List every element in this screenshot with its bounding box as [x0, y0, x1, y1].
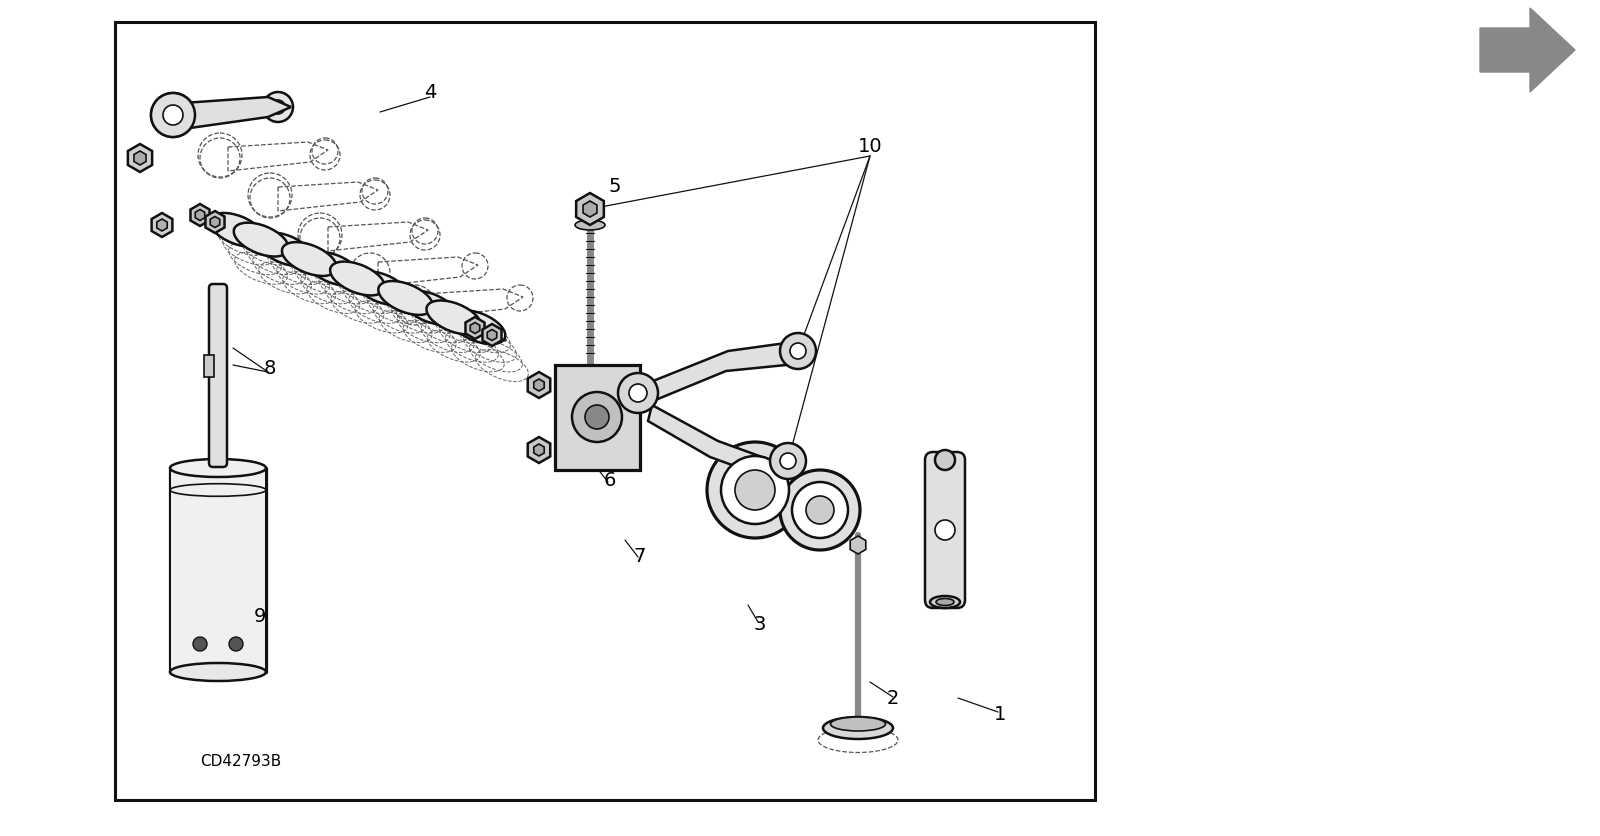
Ellipse shape [822, 717, 893, 739]
Circle shape [806, 496, 834, 524]
Circle shape [781, 333, 816, 369]
Circle shape [781, 453, 797, 469]
Ellipse shape [210, 213, 264, 247]
Ellipse shape [451, 310, 506, 344]
Polygon shape [582, 201, 597, 217]
Text: 8: 8 [264, 359, 277, 378]
Circle shape [734, 470, 774, 510]
Circle shape [781, 470, 861, 550]
Ellipse shape [354, 272, 410, 305]
Circle shape [790, 343, 806, 359]
Ellipse shape [427, 300, 482, 334]
Ellipse shape [830, 717, 885, 731]
Polygon shape [210, 217, 219, 227]
Ellipse shape [282, 242, 336, 276]
Circle shape [150, 93, 195, 137]
Text: 9: 9 [254, 608, 266, 626]
Polygon shape [182, 97, 291, 129]
Circle shape [934, 450, 955, 470]
Bar [205, 355, 214, 377]
Circle shape [262, 92, 293, 122]
FancyBboxPatch shape [210, 284, 227, 467]
Polygon shape [157, 219, 166, 231]
Polygon shape [648, 405, 794, 478]
Polygon shape [653, 343, 798, 401]
Polygon shape [483, 324, 501, 346]
Text: 6: 6 [603, 471, 616, 490]
Ellipse shape [574, 220, 605, 230]
Polygon shape [1480, 8, 1574, 92]
Text: 5: 5 [608, 177, 621, 196]
Text: 4: 4 [424, 84, 437, 103]
Ellipse shape [330, 262, 386, 295]
Text: 3: 3 [754, 614, 766, 634]
Ellipse shape [170, 459, 266, 477]
Polygon shape [528, 372, 550, 398]
Ellipse shape [402, 291, 458, 324]
Text: 1: 1 [994, 705, 1006, 723]
Polygon shape [488, 329, 496, 340]
Polygon shape [152, 213, 173, 237]
Circle shape [792, 482, 848, 538]
Circle shape [722, 456, 789, 524]
Circle shape [618, 373, 658, 413]
Circle shape [934, 520, 955, 540]
Bar [115, 22, 1094, 800]
Polygon shape [128, 144, 152, 172]
Ellipse shape [936, 599, 954, 605]
Ellipse shape [170, 663, 266, 681]
Polygon shape [466, 317, 485, 339]
Polygon shape [195, 210, 205, 221]
Circle shape [629, 384, 646, 402]
Circle shape [194, 637, 206, 651]
Circle shape [229, 637, 243, 651]
Circle shape [163, 105, 182, 125]
Circle shape [573, 392, 622, 442]
Circle shape [770, 443, 806, 479]
Polygon shape [850, 536, 866, 554]
Polygon shape [205, 211, 224, 233]
Ellipse shape [234, 222, 288, 257]
FancyBboxPatch shape [925, 452, 965, 608]
Polygon shape [134, 151, 146, 165]
Ellipse shape [306, 252, 362, 286]
Ellipse shape [378, 281, 434, 315]
Polygon shape [576, 193, 603, 225]
Circle shape [707, 442, 803, 538]
Bar [171, 468, 266, 672]
Polygon shape [534, 379, 544, 391]
Polygon shape [528, 437, 550, 463]
Polygon shape [534, 444, 544, 456]
Ellipse shape [930, 596, 960, 608]
Circle shape [150, 93, 195, 137]
Polygon shape [190, 204, 210, 226]
FancyBboxPatch shape [555, 365, 640, 470]
Text: CD42793B: CD42793B [200, 755, 282, 769]
Text: 7: 7 [634, 548, 646, 567]
Polygon shape [470, 323, 480, 334]
Circle shape [270, 100, 285, 114]
Ellipse shape [258, 232, 312, 266]
Text: 10: 10 [858, 136, 882, 155]
Circle shape [586, 405, 610, 429]
Circle shape [163, 105, 182, 125]
Text: 2: 2 [886, 690, 899, 708]
